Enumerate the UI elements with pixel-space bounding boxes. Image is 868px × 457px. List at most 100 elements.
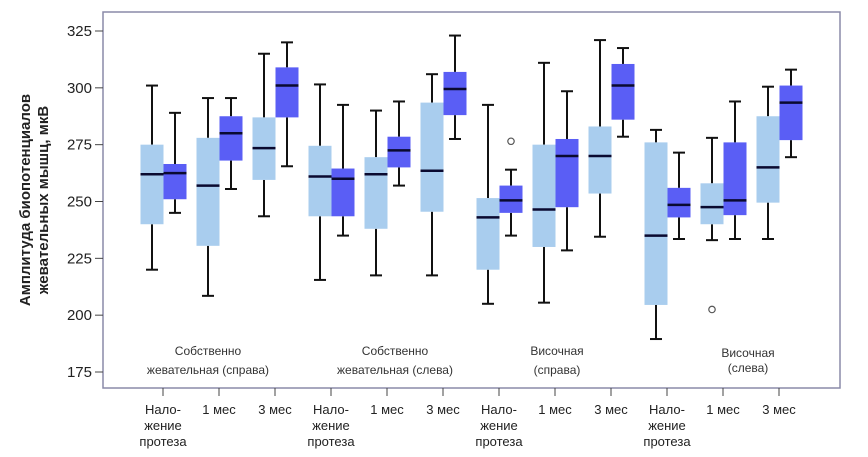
box-light xyxy=(364,109,388,277)
group-label-line: жевательная (справа) xyxy=(147,363,269,377)
box-light xyxy=(420,73,444,277)
box-iqr xyxy=(756,116,780,203)
box-light xyxy=(700,136,724,314)
box-iqr xyxy=(140,144,164,225)
x-category-label-line: жение xyxy=(144,418,182,433)
box-light xyxy=(196,97,220,297)
box-iqr xyxy=(532,144,556,247)
box-iqr xyxy=(667,187,691,218)
box-iqr xyxy=(611,63,635,120)
y-tick-label: 175 xyxy=(67,364,92,381)
outlier-point xyxy=(708,305,716,314)
box-iqr xyxy=(476,198,500,270)
x-category-label-line: 1 мес xyxy=(370,402,404,417)
box-light xyxy=(532,61,556,304)
box-iqr xyxy=(700,183,724,225)
box-iqr xyxy=(588,126,612,194)
y-tick-label: 300 xyxy=(67,80,92,97)
box-iqr xyxy=(163,163,187,200)
x-category-label-line: 1 мес xyxy=(538,402,572,417)
x-category-label-line: жение xyxy=(648,418,686,433)
y-axis-title: Амплитуда биопотенциалов жевательных мышц… xyxy=(17,94,52,306)
box-dark xyxy=(779,68,803,159)
box-dark xyxy=(443,34,467,140)
box-dark xyxy=(331,103,355,237)
box-dark xyxy=(667,151,691,241)
x-category-label-line: Нало- xyxy=(649,402,685,417)
x-category-label-line: протеза xyxy=(643,434,691,449)
box-dark xyxy=(219,97,243,190)
box-light xyxy=(308,83,332,281)
x-category-label-line: Нало- xyxy=(313,402,349,417)
group-label-line: жевательная (слева) xyxy=(337,363,453,377)
box-iqr xyxy=(779,85,803,141)
x-category-label-line: жение xyxy=(480,418,518,433)
x-category-label-line: протеза xyxy=(475,434,523,449)
box-light xyxy=(644,128,668,341)
x-category-label-line: 1 мес xyxy=(202,402,236,417)
box-light xyxy=(476,103,500,305)
x-category-label: 1 мес xyxy=(538,402,572,417)
x-category-label: 3 мес xyxy=(762,402,796,417)
group-label-line: (слева) xyxy=(728,361,769,375)
box-iqr xyxy=(275,67,299,118)
box-dark xyxy=(611,47,635,138)
box-light xyxy=(756,85,780,241)
group-label: Височная(слева) xyxy=(721,346,774,375)
box-dark xyxy=(387,100,411,187)
y-tick-label: 275 xyxy=(67,137,92,154)
group-label-line: Височная xyxy=(530,344,583,358)
box-iqr xyxy=(308,145,332,217)
box-light xyxy=(140,84,164,271)
group-label-line: Собственно xyxy=(175,344,242,358)
x-category-label-line: 1 мес xyxy=(706,402,740,417)
x-category-label-line: протеза xyxy=(307,434,355,449)
group-label: Собственно жевательная (справа) xyxy=(147,344,269,377)
box-light xyxy=(252,52,276,218)
group-label: Височная (справа) xyxy=(530,344,583,377)
box-dark xyxy=(723,100,747,241)
box-light xyxy=(588,39,612,238)
x-category-label-line: протеза xyxy=(139,434,187,449)
y-tick-label: 200 xyxy=(67,307,92,324)
box-dark xyxy=(499,137,523,237)
group-label-line: (справа) xyxy=(534,363,581,377)
x-category-label-line: Нало- xyxy=(481,402,517,417)
y-axis-title-line: Амплитуда биопотенциалов xyxy=(17,94,34,306)
x-category-label-line: 3 мес xyxy=(258,402,292,417)
box-iqr xyxy=(555,138,579,208)
x-category-label: 1 мес xyxy=(706,402,740,417)
box-dark xyxy=(275,41,299,168)
box-iqr xyxy=(331,168,355,217)
box-iqr xyxy=(420,102,444,212)
group-label-line: Височная xyxy=(721,346,774,360)
y-axis-title-line: жевательных мышц, мкВ xyxy=(35,106,52,296)
box-iqr xyxy=(387,136,411,168)
y-tick-label: 325 xyxy=(67,23,92,40)
x-category-label-line: 3 мес xyxy=(594,402,628,417)
box-iqr xyxy=(644,142,668,305)
outlier-point xyxy=(507,137,515,146)
box-iqr xyxy=(723,142,747,216)
x-category-label: 3 мес xyxy=(258,402,292,417)
box-iqr xyxy=(443,71,467,116)
box-iqr xyxy=(196,137,220,246)
box-iqr xyxy=(364,157,388,229)
x-category-label: 1 мес xyxy=(370,402,404,417)
y-tick-label: 225 xyxy=(67,250,92,267)
box-dark xyxy=(163,111,187,214)
y-tick-label: 250 xyxy=(67,194,92,211)
box-iqr xyxy=(219,116,243,161)
x-category-label-line: Нало- xyxy=(145,402,181,417)
group-label: Собственно жевательная (слева) xyxy=(337,344,453,377)
x-category-label-line: жение xyxy=(312,418,350,433)
x-category-label-line: 3 мес xyxy=(762,402,796,417)
x-category-label: 1 мес xyxy=(202,402,236,417)
x-category-label: 3 мес xyxy=(594,402,628,417)
box-dark xyxy=(555,90,579,252)
